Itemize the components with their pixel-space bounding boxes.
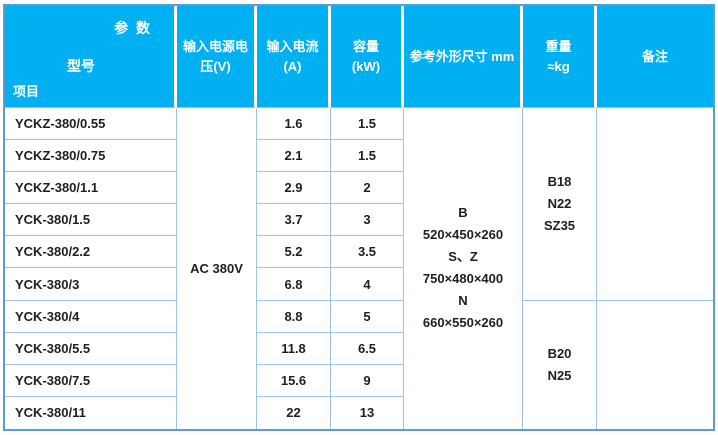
capacity-cell: 4 bbox=[331, 268, 404, 301]
capacity-cell: 13 bbox=[331, 396, 404, 429]
header-corner-cell: 参 数 型号 项目 bbox=[5, 6, 177, 108]
current-cell: 8.8 bbox=[257, 300, 331, 333]
capacity-cell: 2 bbox=[331, 172, 404, 205]
model-cell: YCK-380/2.2 bbox=[5, 236, 177, 269]
model-cell: YCK-380/1.5 bbox=[5, 204, 177, 237]
header-input-current: 输入电流 (A) bbox=[257, 6, 331, 108]
weight-group1-cell: B18 N22 SZ35 bbox=[523, 108, 597, 301]
capacity-cell: 6.5 bbox=[331, 332, 404, 365]
current-cell: 15.6 bbox=[257, 364, 331, 397]
capacity-cell: 5 bbox=[331, 300, 404, 333]
current-cell: 5.2 bbox=[257, 236, 331, 269]
capacity-cell: 3.5 bbox=[331, 236, 404, 269]
current-cell: 3.7 bbox=[257, 204, 331, 237]
spec-table: 参 数 型号 项目 输入电源电 压(V) 输入电流 (A) 容量 (kW) 参考… bbox=[3, 4, 715, 431]
remarks-group1-cell bbox=[597, 108, 713, 301]
current-cell: 11.8 bbox=[257, 332, 331, 365]
header-weight: 重量 ≈kg bbox=[523, 6, 597, 108]
capacity-cell: 1.5 bbox=[331, 108, 404, 141]
current-cell: 1.6 bbox=[257, 108, 331, 141]
current-cell: 22 bbox=[257, 396, 331, 429]
model-cell: YCKZ-380/0.55 bbox=[5, 108, 177, 141]
model-cell: YCK-380/4 bbox=[5, 300, 177, 333]
header-input-voltage: 输入电源电 压(V) bbox=[177, 6, 257, 108]
model-cell: YCK-380/5.5 bbox=[5, 332, 177, 365]
header-model-label: 型号 bbox=[67, 58, 95, 74]
current-cell: 2.1 bbox=[257, 140, 331, 173]
header-parameter-label: 参 数 bbox=[114, 20, 152, 36]
capacity-cell: 1.5 bbox=[331, 140, 404, 173]
header-remarks: 备注 bbox=[597, 6, 713, 108]
header-dimensions: 参考外形尺寸 mm bbox=[404, 6, 523, 108]
voltage-cell: AC 380V bbox=[177, 108, 257, 429]
header-item-label: 项目 bbox=[13, 84, 40, 99]
current-cell: 2.9 bbox=[257, 172, 331, 205]
current-cell: 6.8 bbox=[257, 268, 331, 301]
model-cell: YCK-380/3 bbox=[5, 268, 177, 301]
dimensions-cell: B 520×450×260 S、Z 750×480×400 N 660×550×… bbox=[404, 108, 523, 429]
model-cell: YCK-380/11 bbox=[5, 396, 177, 429]
model-cell: YCKZ-380/1.1 bbox=[5, 172, 177, 205]
model-cell: YCKZ-380/0.75 bbox=[5, 140, 177, 173]
weight-group2-cell: B20 N25 bbox=[523, 300, 597, 429]
capacity-cell: 3 bbox=[331, 204, 404, 237]
remarks-group2-cell bbox=[597, 300, 713, 429]
capacity-cell: 9 bbox=[331, 364, 404, 397]
header-capacity: 容量 (kW) bbox=[331, 6, 404, 108]
model-cell: YCK-380/7.5 bbox=[5, 364, 177, 397]
